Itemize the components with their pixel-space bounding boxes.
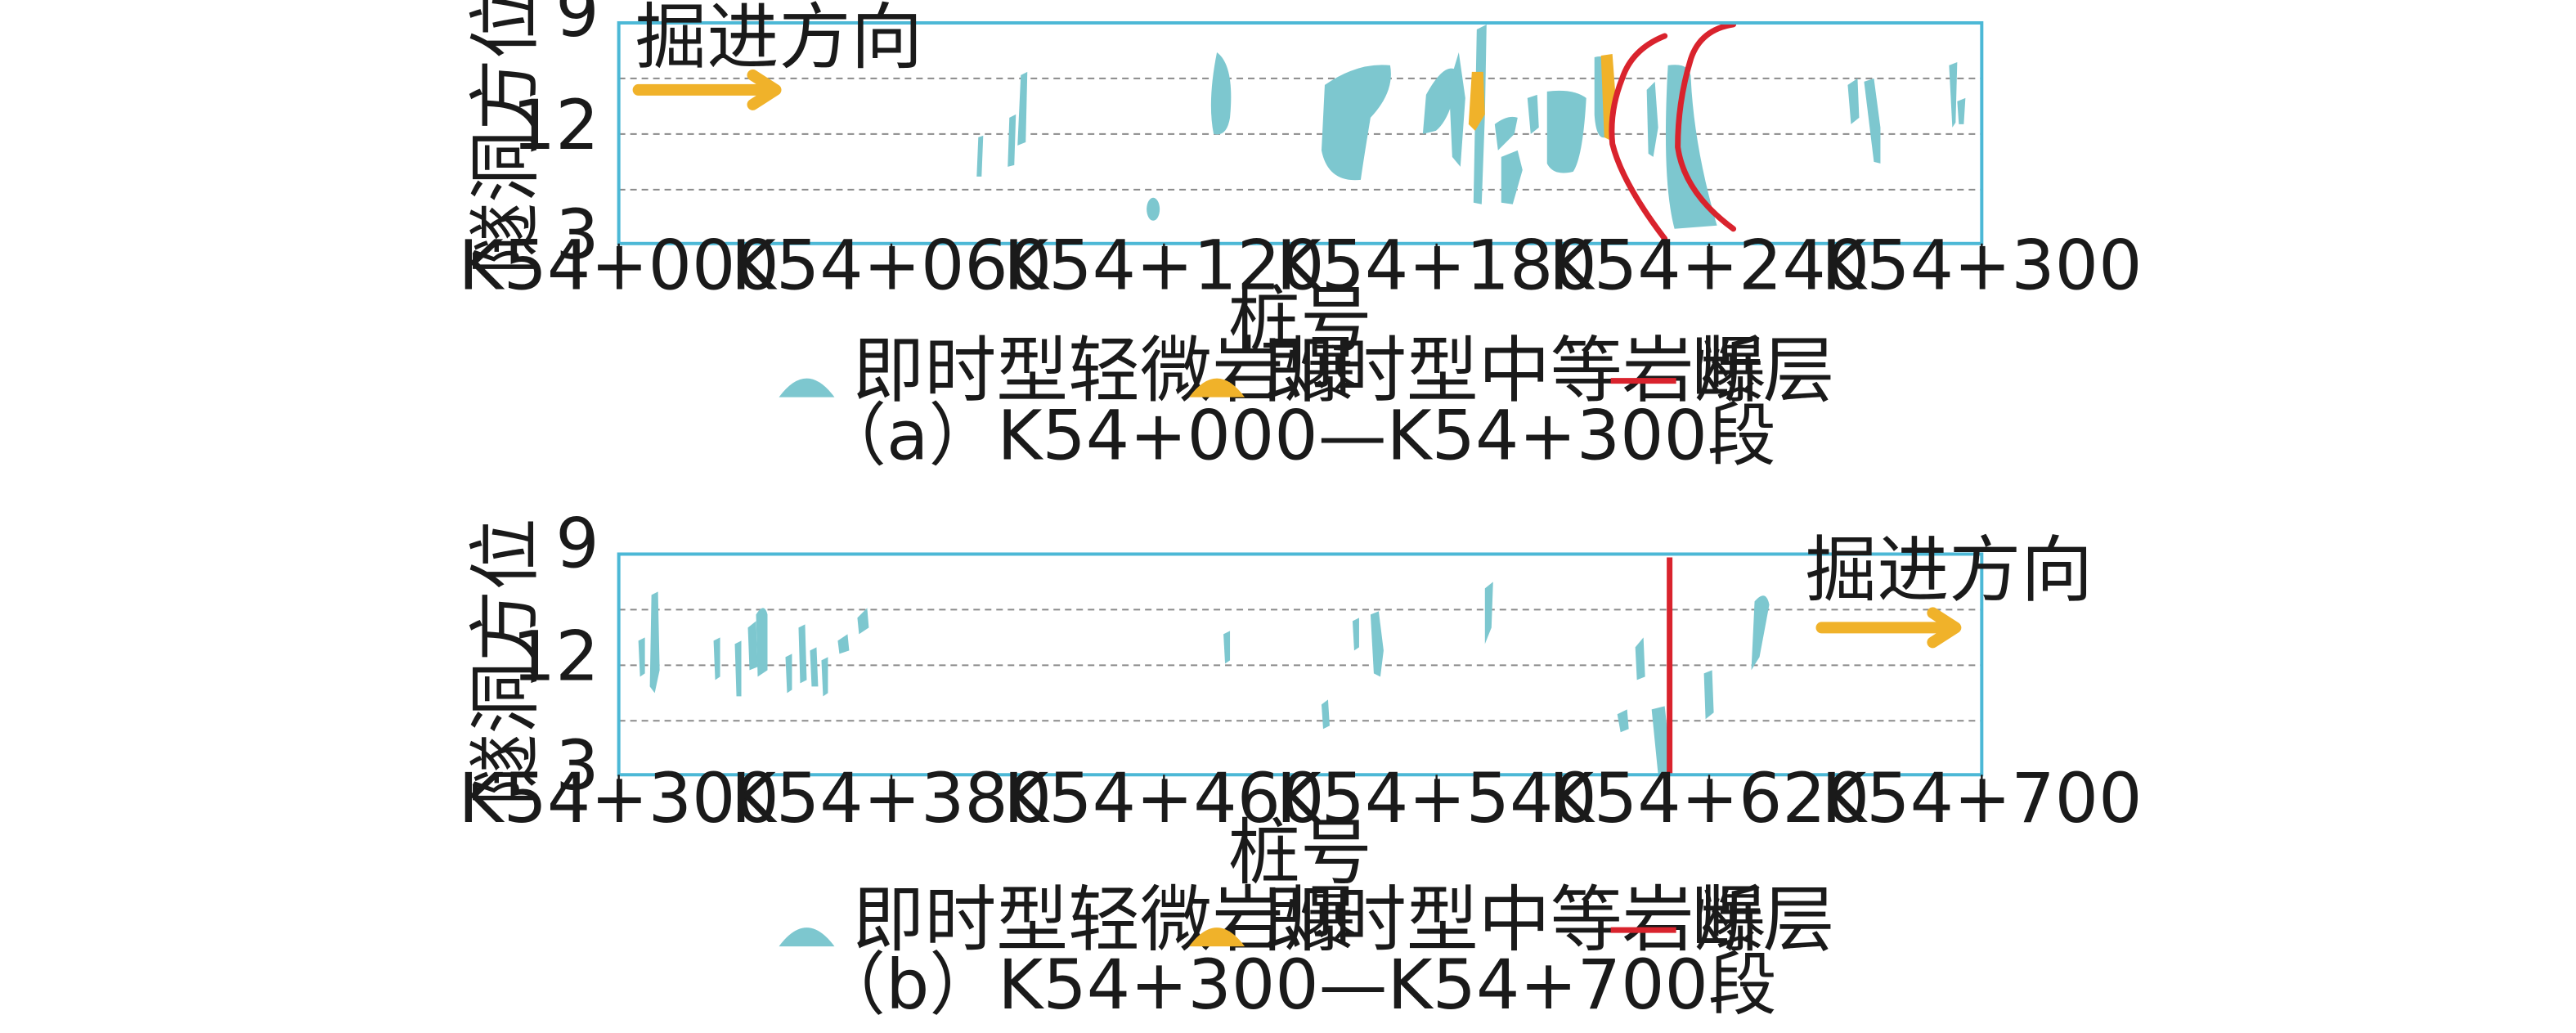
slight-rockburst-mark xyxy=(785,653,792,694)
panel-b-caption: （b）K54+300—K54+700段 xyxy=(817,945,1777,1025)
slight-rockburst-mark xyxy=(1370,611,1384,677)
slight-rockburst-mark xyxy=(1546,90,1586,173)
y-tick-label: 12 xyxy=(512,85,599,165)
slight-rockburst-mark xyxy=(1321,699,1330,730)
slight-rockburst-mark xyxy=(821,657,828,697)
y-tick-label: 3 xyxy=(555,195,599,275)
slight-rockburst-mark xyxy=(1617,709,1629,733)
y-tick-label: 9 xyxy=(555,503,599,583)
advance-arrow-head xyxy=(1927,607,1962,649)
x-tick-marks-a xyxy=(617,243,1983,254)
moderate-rockburst-mark xyxy=(1468,71,1485,131)
panel-a: 掘进方向 9 12 3 隧洞方位 K54+000 K54+060 K54+120… xyxy=(458,0,2142,476)
slight-rockburst-mark xyxy=(1957,97,1966,124)
x-tick-label: K54+000 xyxy=(458,226,779,306)
slight-rockburst-mark xyxy=(857,608,869,635)
slight-rockburst-mark xyxy=(1527,94,1539,134)
x-tick-label: K54+540 xyxy=(1276,758,1596,838)
slight-rockburst-mark xyxy=(713,637,720,680)
slight-rockburst-mark xyxy=(1847,78,1860,124)
x-tick-label: K54+460 xyxy=(1003,758,1324,838)
slight-rockburst-mark xyxy=(734,640,742,697)
slight-rockburst-mark xyxy=(756,608,768,677)
legend-slight-label: 即时型轻微岩爆 xyxy=(852,878,1355,962)
slight-rockburst-mark xyxy=(1494,116,1518,150)
legend-moderate-swatch xyxy=(1189,378,1245,397)
y-tick-label: 9 xyxy=(555,0,599,52)
x-tick-label: K54+060 xyxy=(731,226,1052,306)
legend-moderate-swatch xyxy=(1189,927,1245,947)
slight-rockburst-mark xyxy=(638,637,645,677)
slight-rockburst-mark xyxy=(1864,78,1881,164)
legend-fault-label: 断层 xyxy=(1691,878,1835,962)
slight-rockburst-mark xyxy=(1223,631,1231,664)
advance-arrow-head xyxy=(747,69,782,110)
slight-rockburst-mark xyxy=(1210,52,1232,135)
plot-frame xyxy=(617,552,1984,777)
x-axis-title: 桩号 xyxy=(1228,278,1372,362)
y-tick-label: 12 xyxy=(512,616,599,696)
x-tick-label: K54+240 xyxy=(1549,226,1869,306)
slight-rockburst-mark xyxy=(1635,637,1645,680)
slight-rockburst-mark xyxy=(1147,197,1160,221)
legend-fault-label: 断层 xyxy=(1691,329,1835,413)
legend-slight-swatch xyxy=(779,378,835,397)
slight-rockburst-mark xyxy=(798,624,807,684)
x-tick-label: K54+300 xyxy=(1821,226,2142,306)
legend-moderate-label: 即时型中等岩爆 xyxy=(1263,329,1766,413)
slight-rockburst-mark xyxy=(1703,670,1714,720)
legend-moderate-label: 即时型中等岩爆 xyxy=(1263,878,1766,962)
fault-lines-a xyxy=(1609,21,1737,242)
plot-frame xyxy=(617,20,1984,245)
advance-direction-label: 掘进方向 xyxy=(635,0,923,79)
slight-rockburst-mark xyxy=(1321,65,1391,181)
legend-slight-label: 即时型轻微岩爆 xyxy=(852,329,1355,413)
slight-rockburst-mark xyxy=(1501,150,1523,204)
slight-rockburst-mark xyxy=(1646,81,1658,157)
slight-rockburst-mark xyxy=(649,591,660,694)
panel-a-caption: （a）K54+000—K54+300段 xyxy=(818,396,1776,476)
x-tick-label: K54+120 xyxy=(1003,226,1324,306)
x-tick-label: K54+700 xyxy=(1821,758,2142,838)
slight-rockburst-mark xyxy=(747,621,758,671)
x-tick-label: K54+380 xyxy=(731,758,1052,838)
advance-direction-label: 掘进方向 xyxy=(1805,528,2093,612)
panel-b: 掘进方向 9 12 3 隧洞方位 K54+300 K54+380 K54+460… xyxy=(458,503,2142,1025)
y-axis-title: 隧洞方位 xyxy=(464,519,548,806)
slight-rockburst-mark xyxy=(1651,706,1668,775)
slight-rockburst-mark xyxy=(810,647,819,687)
x-tick-label: K54+620 xyxy=(1549,758,1869,838)
slight-rockburst-marks-b xyxy=(638,582,1770,775)
fault-line xyxy=(1675,21,1737,232)
moderate-rockburst-marks-a xyxy=(1468,53,1616,141)
slight-rockburst-mark xyxy=(1017,71,1028,146)
slight-rockburst-mark xyxy=(1352,618,1359,651)
legend-b: 即时型轻微岩爆 即时型中等岩爆 断层 xyxy=(779,878,1834,962)
y-tick-label: 3 xyxy=(555,725,599,806)
slight-rockburst-mark xyxy=(1751,595,1770,671)
fault-line xyxy=(1609,33,1668,242)
slight-rockburst-mark xyxy=(1949,61,1958,128)
x-axis-title: 桩号 xyxy=(1228,811,1372,895)
y-axis-title: 隧洞方位 xyxy=(464,0,548,275)
x-tick-label: K54+180 xyxy=(1276,226,1596,306)
slight-rockburst-mark xyxy=(1448,52,1465,167)
legend-a: 即时型轻微岩爆 即时型中等岩爆 断层 xyxy=(779,329,1834,413)
slight-rockburst-mark xyxy=(976,135,984,177)
x-tick-marks-b xyxy=(617,775,1983,785)
slight-rockburst-mark xyxy=(1008,114,1016,167)
slight-rockburst-mark xyxy=(1484,582,1493,645)
slight-rockburst-mark xyxy=(837,634,850,654)
legend-slight-swatch xyxy=(779,927,835,947)
slight-rockburst-marks-a xyxy=(976,24,1966,229)
x-tick-label: K54+300 xyxy=(458,758,779,838)
